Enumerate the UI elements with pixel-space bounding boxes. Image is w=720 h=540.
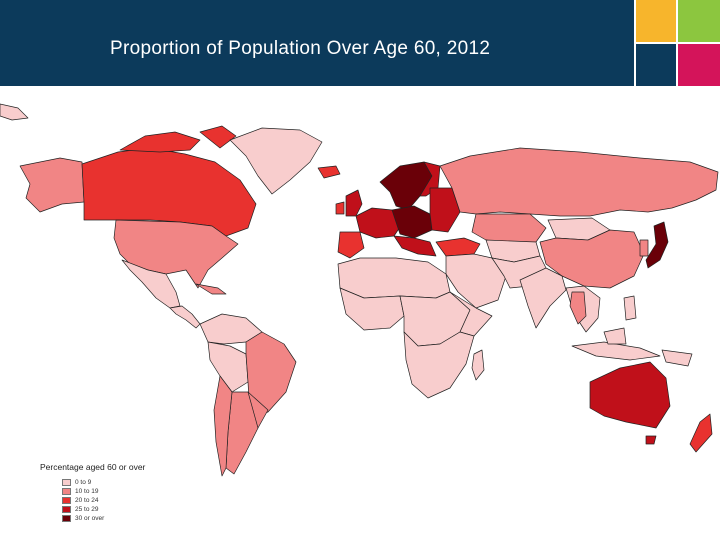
region-korea <box>639 239 649 257</box>
region-png <box>661 349 693 367</box>
legend-swatch <box>62 497 71 504</box>
region-west-africa <box>339 287 405 331</box>
region-ireland <box>335 201 345 215</box>
region-caribbean <box>195 283 227 295</box>
legend-item: 0 to 9 <box>62 478 145 487</box>
corner-tile-magenta <box>678 44 720 86</box>
legend-title: Percentage aged 60 or over <box>40 462 146 472</box>
world-map <box>0 103 719 477</box>
region-indonesia-2 <box>603 327 627 345</box>
region-central-america <box>169 305 201 329</box>
region-turkey <box>435 237 481 257</box>
region-fragment <box>0 103 29 121</box>
legend-swatch <box>62 515 71 522</box>
region-uk <box>345 189 363 217</box>
legend-item: 10 to 19 <box>62 487 145 496</box>
legend-label: 30 or over <box>75 515 105 522</box>
legend-item: 20 to 24 <box>62 496 145 505</box>
legend-items: 0 to 9 10 to 19 20 to 24 25 to 29 30 or … <box>40 478 145 523</box>
region-philippines <box>623 295 637 321</box>
region-alaska <box>19 157 85 213</box>
region-china <box>539 229 645 289</box>
region-western-europe <box>355 207 403 239</box>
region-chile <box>213 375 233 477</box>
region-brazil <box>245 331 297 419</box>
region-india <box>519 267 567 329</box>
legend-swatch <box>62 506 71 513</box>
map-legend: Percentage aged 60 or over 0 to 9 10 to … <box>40 462 145 523</box>
region-usa <box>113 219 239 289</box>
region-scandinavia <box>379 161 433 211</box>
region-middle-east <box>445 253 507 309</box>
region-central-europe <box>391 205 433 239</box>
legend-swatch <box>62 479 71 486</box>
legend-label: 20 to 24 <box>75 497 99 504</box>
region-greenland <box>229 127 323 195</box>
legend-label: 0 to 9 <box>75 479 92 486</box>
legend-item: 30 or over <box>62 514 145 523</box>
region-southern-africa <box>403 331 475 399</box>
region-north-africa <box>337 257 451 299</box>
slide-title: Proportion of Population Over Age 60, 20… <box>110 38 491 59</box>
region-iceland <box>317 165 341 179</box>
region-new-zealand <box>689 413 713 453</box>
region-thailand <box>569 291 587 325</box>
corner-tile-yellow <box>636 0 676 42</box>
region-arctic-islands <box>119 131 201 153</box>
legend-swatch <box>62 488 71 495</box>
region-kazakhstan <box>471 213 547 245</box>
region-italy-balkans <box>393 235 437 257</box>
corner-tile-green <box>678 0 720 42</box>
legend-item: 25 to 29 <box>62 505 145 514</box>
region-indonesia <box>571 341 661 361</box>
region-peru-bolivia <box>207 341 249 393</box>
region-japan <box>645 221 669 269</box>
region-tasmania <box>645 435 657 445</box>
slide-header: Proportion of Population Over Age 60, 20… <box>0 0 634 86</box>
corner-tile-navy <box>636 44 676 86</box>
legend-label: 25 to 29 <box>75 506 99 513</box>
region-australia <box>589 361 671 429</box>
legend-label: 10 to 19 <box>75 488 99 495</box>
region-arctic-islands-2 <box>199 125 237 149</box>
region-madagascar <box>471 349 485 381</box>
region-iberia <box>337 231 365 259</box>
region-russia <box>439 147 719 217</box>
